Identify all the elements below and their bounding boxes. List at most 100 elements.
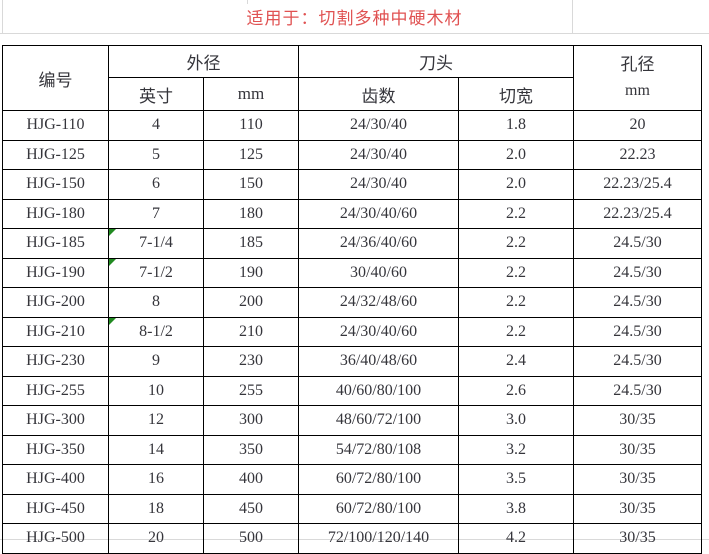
cell-code: HJG-190 [2, 257, 109, 288]
cell-bore: 24.5/30 [573, 375, 702, 406]
cell-kerf: 2.6 [458, 375, 574, 406]
cell-mm: 350 [203, 434, 299, 465]
cell-mm: 450 [203, 493, 299, 524]
cell-bore: 22.23/25.4 [573, 169, 702, 200]
cell-inch: 6 [108, 169, 204, 200]
cell-mm: 300 [203, 405, 299, 436]
cell-mm: 230 [203, 346, 299, 377]
cell-mm: 185 [203, 228, 299, 259]
cell-teeth: 54/72/80/108 [298, 434, 459, 465]
cell-mm: 125 [203, 139, 299, 170]
header-bore: 孔径 mm [573, 45, 702, 111]
cell-kerf: 2.2 [458, 257, 574, 288]
header-cut-width: 切宽 [458, 77, 574, 111]
cell-kerf: 1.8 [458, 110, 574, 141]
gridline-title-left [2, 0, 3, 33]
spec-table-body: HJG-110 4 110 24/30/40 1.8 20 HJG-125 5 125 24/30… [2, 110, 702, 554]
table-row: HJG-210 8-1/2 210 24/30/40/60 2.2 24.5/30 [2, 316, 702, 347]
header-inch: 英寸 [108, 77, 204, 111]
cell-kerf: 3.8 [458, 493, 574, 524]
cell-teeth: 24/32/48/60 [298, 287, 459, 318]
cell-kerf: 3.5 [458, 464, 574, 495]
cell-kerf: 2.0 [458, 169, 574, 200]
cell-mm: 200 [203, 287, 299, 318]
cell-bore: 30/35 [573, 523, 702, 554]
table-row: HJG-190 7-1/2 190 30/40/60 2.2 24.5/30 [2, 257, 702, 288]
header-outer-diameter: 外径 [108, 45, 299, 78]
cell-mm: 190 [203, 257, 299, 288]
cell-inch: 8-1/2 [108, 316, 204, 347]
cell-teeth: 72/100/120/140 [298, 523, 459, 554]
cell-kerf: 2.2 [458, 316, 574, 347]
cell-kerf: 2.2 [458, 287, 574, 318]
cell-mm: 500 [203, 523, 299, 554]
cell-teeth: 24/30/40 [298, 169, 459, 200]
cell-mm: 210 [203, 316, 299, 347]
cell-teeth: 30/40/60 [298, 257, 459, 288]
cell-bore: 30/35 [573, 405, 702, 436]
cell-kerf: 3.0 [458, 405, 574, 436]
header-mm: mm [203, 77, 299, 111]
table-row: HJG-350 14 350 54/72/80/108 3.2 30/35 [2, 434, 702, 465]
cell-code: HJG-110 [2, 110, 109, 141]
header-teeth-count: 齿数 [298, 77, 459, 111]
cell-code: HJG-230 [2, 346, 109, 377]
cell-bore: 24.5/30 [573, 346, 702, 377]
cell-code: HJG-300 [2, 405, 109, 436]
cell-bore: 30/35 [573, 434, 702, 465]
table-row: HJG-110 4 110 24/30/40 1.8 20 [2, 110, 702, 141]
cell-code: HJG-255 [2, 375, 109, 406]
cell-teeth: 40/60/80/100 [298, 375, 459, 406]
cell-teeth: 24/36/40/60 [298, 228, 459, 259]
cell-inch: 10 [108, 375, 204, 406]
cell-code: HJG-200 [2, 287, 109, 318]
cell-kerf: 2.0 [458, 139, 574, 170]
cell-mm: 150 [203, 169, 299, 200]
cell-teeth: 60/72/80/100 [298, 464, 459, 495]
cell-mm: 255 [203, 375, 299, 406]
gridline-under-title [0, 33, 709, 34]
table-row: HJG-125 5 125 24/30/40 2.0 22.23 [2, 139, 702, 170]
table-row: HJG-230 9 230 36/40/48/60 2.4 24.5/30 [2, 346, 702, 377]
header-blade-head: 刀头 [298, 45, 574, 78]
table-row: HJG-185 7-1/4 185 24/36/40/60 2.2 24.5/30 [2, 228, 702, 259]
table-row: HJG-300 12 300 48/60/72/100 3.0 30/35 [2, 405, 702, 436]
cell-code: HJG-185 [2, 228, 109, 259]
cell-inch: 8 [108, 287, 204, 318]
cell-code: HJG-400 [2, 464, 109, 495]
gridline-title-vertical [572, 0, 573, 33]
spec-table: 编号 外径 刀头 孔径 mm 英寸 mm 齿数 切宽 HJG-110 4 110 24… [2, 45, 702, 554]
cell-teeth: 24/30/40 [298, 110, 459, 141]
table-row: HJG-150 6 150 24/30/40 2.0 22.23/25.4 [2, 169, 702, 200]
cell-inch: 18 [108, 493, 204, 524]
cell-teeth: 60/72/80/100 [298, 493, 459, 524]
cell-code: HJG-500 [2, 523, 109, 554]
header-bore-label: 孔径 [620, 55, 655, 75]
cell-code: HJG-210 [2, 316, 109, 347]
cell-bore: 22.23 [573, 139, 702, 170]
cell-inch: 5 [108, 139, 204, 170]
cell-teeth: 24/30/40/60 [298, 316, 459, 347]
cell-inch: 4 [108, 110, 204, 141]
cell-bore: 24.5/30 [573, 316, 702, 347]
cell-bore: 22.23/25.4 [573, 198, 702, 229]
cell-kerf: 2.2 [458, 198, 574, 229]
gridline-top-tick [247, 0, 248, 4]
cell-inch: 12 [108, 405, 204, 436]
cell-kerf: 2.2 [458, 228, 574, 259]
cell-bore: 30/35 [573, 464, 702, 495]
cell-teeth: 24/30/40/60 [298, 198, 459, 229]
cell-teeth: 24/30/40 [298, 139, 459, 170]
cell-kerf: 4.2 [458, 523, 574, 554]
cell-bore: 24.5/30 [573, 257, 702, 288]
page-title: 适用于：切割多种中硬木材 [246, 9, 463, 28]
cell-mm: 110 [203, 110, 299, 141]
spec-table-header: 编号 外径 刀头 孔径 mm 英寸 mm 齿数 切宽 [2, 45, 702, 111]
cell-kerf: 3.2 [458, 434, 574, 465]
cell-teeth: 48/60/72/100 [298, 405, 459, 436]
cell-code: HJG-150 [2, 169, 109, 200]
cell-inch: 7 [108, 198, 204, 229]
cell-code: HJG-125 [2, 139, 109, 170]
cell-code: HJG-350 [2, 434, 109, 465]
table-row: HJG-400 16 400 60/72/80/100 3.5 30/35 [2, 464, 702, 495]
